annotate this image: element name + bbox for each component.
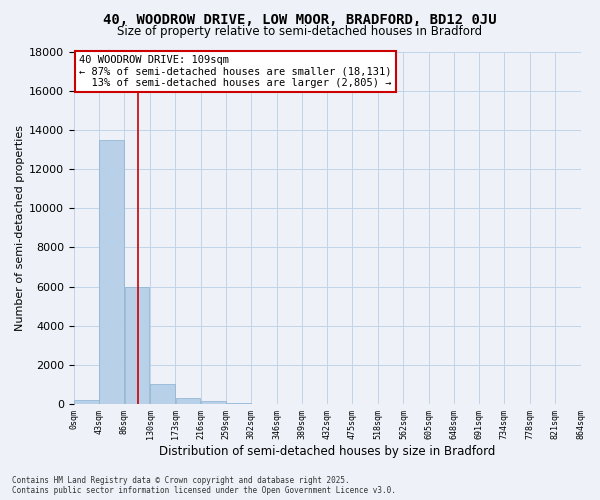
Bar [125, 286, 149, 404]
Text: Contains HM Land Registry data © Crown copyright and database right 2025.
Contai: Contains HM Land Registry data © Crown c… [12, 476, 396, 495]
Bar [226, 402, 251, 404]
Bar [100, 140, 124, 404]
Title: 40, WOODROW DRIVE, LOW MOOR, BRADFORD, BD12 0JU: 40, WOODROW DRIVE, LOW MOOR, BRADFORD, B… [0, 499, 1, 500]
Bar [74, 400, 99, 404]
Y-axis label: Number of semi-detached properties: Number of semi-detached properties [15, 125, 25, 331]
X-axis label: Distribution of semi-detached houses by size in Bradford: Distribution of semi-detached houses by … [159, 444, 496, 458]
Bar [176, 398, 200, 404]
Text: 40 WOODROW DRIVE: 109sqm
← 87% of semi-detached houses are smaller (18,131)
  13: 40 WOODROW DRIVE: 109sqm ← 87% of semi-d… [79, 55, 392, 88]
Bar [201, 401, 226, 404]
Text: 40, WOODROW DRIVE, LOW MOOR, BRADFORD, BD12 0JU: 40, WOODROW DRIVE, LOW MOOR, BRADFORD, B… [103, 12, 497, 26]
Bar [151, 384, 175, 404]
Text: Size of property relative to semi-detached houses in Bradford: Size of property relative to semi-detach… [118, 25, 482, 38]
